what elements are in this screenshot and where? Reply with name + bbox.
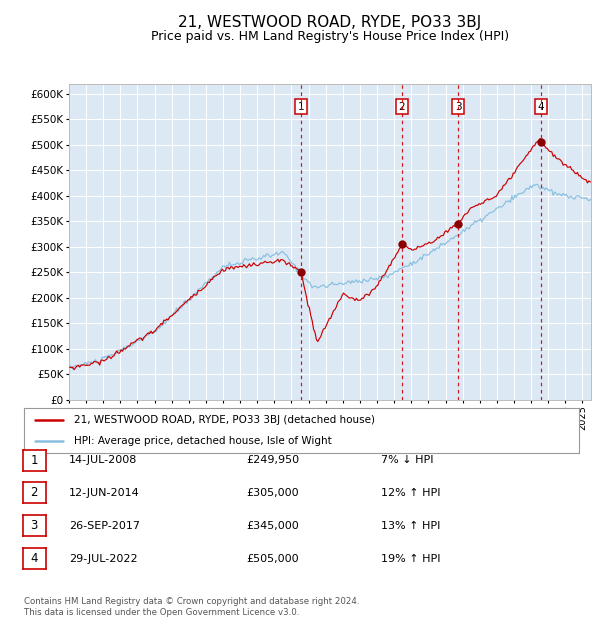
Text: 1: 1 <box>298 102 304 112</box>
Text: 21, WESTWOOD ROAD, RYDE, PO33 3BJ (detached house): 21, WESTWOOD ROAD, RYDE, PO33 3BJ (detac… <box>74 415 375 425</box>
Text: 13% ↑ HPI: 13% ↑ HPI <box>381 521 440 531</box>
Text: 26-SEP-2017: 26-SEP-2017 <box>69 521 140 531</box>
Text: 2: 2 <box>31 487 38 499</box>
Text: 12% ↑ HPI: 12% ↑ HPI <box>381 488 440 498</box>
Text: 29-JUL-2022: 29-JUL-2022 <box>69 554 137 564</box>
Text: 19% ↑ HPI: 19% ↑ HPI <box>381 554 440 564</box>
Text: 3: 3 <box>31 520 38 532</box>
Text: £505,000: £505,000 <box>246 554 299 564</box>
Text: 2: 2 <box>398 102 405 112</box>
Text: 4: 4 <box>538 102 544 112</box>
Text: 14-JUL-2008: 14-JUL-2008 <box>69 455 137 465</box>
Text: 4: 4 <box>31 552 38 565</box>
Text: £305,000: £305,000 <box>246 488 299 498</box>
Text: 7% ↓ HPI: 7% ↓ HPI <box>381 455 433 465</box>
Text: 12-JUN-2014: 12-JUN-2014 <box>69 488 140 498</box>
Text: HPI: Average price, detached house, Isle of Wight: HPI: Average price, detached house, Isle… <box>74 435 332 446</box>
Text: £249,950: £249,950 <box>246 455 299 465</box>
Text: 1: 1 <box>31 454 38 466</box>
Text: Price paid vs. HM Land Registry's House Price Index (HPI): Price paid vs. HM Land Registry's House … <box>151 30 509 43</box>
Text: 21, WESTWOOD ROAD, RYDE, PO33 3BJ: 21, WESTWOOD ROAD, RYDE, PO33 3BJ <box>178 16 482 30</box>
Text: £345,000: £345,000 <box>246 521 299 531</box>
Text: 3: 3 <box>455 102 461 112</box>
Text: Contains HM Land Registry data © Crown copyright and database right 2024.
This d: Contains HM Land Registry data © Crown c… <box>24 598 359 617</box>
